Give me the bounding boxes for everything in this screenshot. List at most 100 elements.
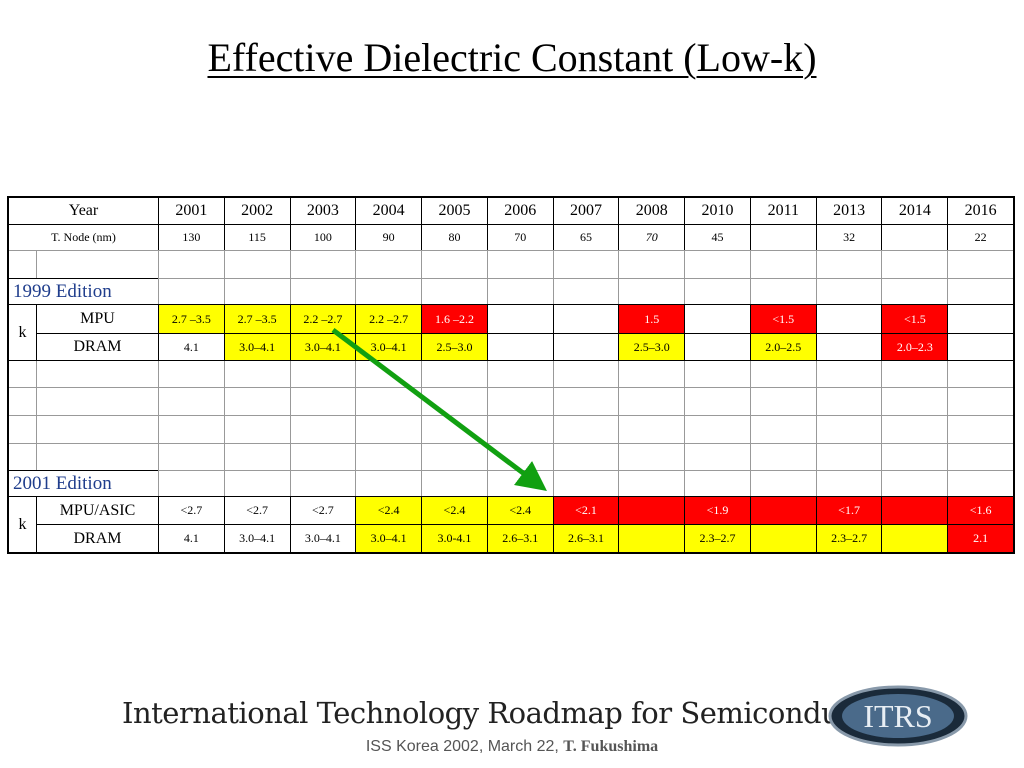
empty-cell (8, 415, 37, 444)
footer-credit: ISS Korea 2002, March 22, T. Fukushima (0, 738, 1024, 756)
empty-cell (223, 278, 291, 305)
author: T. Fukushima (563, 738, 659, 755)
year-header: 2007 (552, 197, 620, 225)
empty-cell (684, 470, 751, 497)
empty-cell (486, 387, 554, 416)
empty-cell (289, 250, 357, 279)
year-header: 2013 (815, 197, 883, 225)
empty-cell (947, 387, 1014, 416)
empty-cell (947, 360, 1014, 388)
node-cell: 70 (486, 224, 554, 251)
year-header: 2004 (355, 197, 423, 225)
empty-cell (552, 250, 620, 279)
node-cell: 22 (947, 224, 1014, 251)
empty-cell (881, 278, 949, 305)
value-cell (618, 496, 686, 525)
value-cell: 3.0–4.1 (223, 333, 291, 361)
value-cell: 2.5–3.0 (618, 333, 686, 361)
value-cell: <1.5 (749, 304, 817, 334)
value-cell: <2.4 (486, 496, 554, 525)
header-label: Year (8, 197, 159, 225)
year-header: 2001 (158, 197, 225, 225)
empty-cell (421, 387, 488, 416)
node-cell: 80 (421, 224, 488, 251)
empty-cell (486, 278, 554, 305)
empty-cell (618, 415, 686, 444)
year-header: 2003 (289, 197, 357, 225)
empty-cell (36, 250, 159, 279)
empty-cell (684, 443, 751, 471)
empty-cell (749, 415, 817, 444)
empty-cell (815, 250, 883, 279)
empty-cell (158, 415, 225, 444)
empty-cell (881, 250, 949, 279)
empty-cell (684, 360, 751, 388)
node-cell (881, 224, 949, 251)
year-header: 2010 (684, 197, 751, 225)
empty-cell (749, 250, 817, 279)
value-cell: 2.3–2.7 (684, 524, 751, 553)
value-cell (684, 304, 751, 334)
value-cell: <1.5 (881, 304, 949, 334)
value-cell (486, 304, 554, 334)
value-cell: 1.6 –2.2 (421, 304, 488, 334)
empty-cell (815, 470, 883, 497)
empty-cell (618, 387, 686, 416)
empty-cell (355, 278, 423, 305)
empty-cell (289, 360, 357, 388)
empty-cell (223, 387, 291, 416)
value-cell: 2.0–2.5 (749, 333, 817, 361)
empty-cell (223, 360, 291, 388)
empty-cell (486, 470, 554, 497)
value-cell (618, 524, 686, 553)
value-cell: 3.0-4.1 (421, 524, 488, 553)
organization-name: International Technology Roadmap for Sem… (122, 696, 911, 730)
value-cell: <2.7 (223, 496, 291, 525)
value-cell: 4.1 (158, 524, 225, 553)
value-cell (749, 524, 817, 553)
empty-cell (815, 443, 883, 471)
value-cell: <2.4 (421, 496, 488, 525)
empty-cell (36, 415, 159, 444)
empty-cell (684, 278, 751, 305)
empty-cell (749, 278, 817, 305)
empty-cell (947, 415, 1014, 444)
year-header: 2005 (421, 197, 488, 225)
empty-cell (684, 250, 751, 279)
empty-cell (355, 360, 423, 388)
row-label: MPU/ASIC (36, 496, 159, 525)
empty-cell (355, 387, 423, 416)
empty-cell (36, 360, 159, 388)
node-label: T. Node (nm) (8, 224, 159, 251)
edition-label: 2001 Edition (8, 470, 159, 497)
empty-cell (552, 415, 620, 444)
empty-cell (618, 278, 686, 305)
value-cell (552, 304, 620, 334)
value-cell: 3.0–4.1 (289, 524, 357, 553)
node-cell (749, 224, 817, 251)
node-cell: 115 (223, 224, 291, 251)
empty-cell (618, 443, 686, 471)
empty-cell (223, 415, 291, 444)
empty-cell (749, 470, 817, 497)
empty-cell (947, 250, 1014, 279)
edition-label: 1999 Edition (8, 278, 159, 305)
empty-cell (881, 387, 949, 416)
value-cell: 2.1 (947, 524, 1014, 553)
empty-cell (815, 360, 883, 388)
empty-cell (552, 387, 620, 416)
value-cell: <2.1 (552, 496, 620, 525)
empty-cell (618, 250, 686, 279)
empty-cell (749, 387, 817, 416)
value-cell: 3.0–4.1 (355, 524, 423, 553)
empty-cell (486, 443, 554, 471)
empty-cell (355, 250, 423, 279)
empty-cell (355, 443, 423, 471)
value-cell: <1.6 (947, 496, 1014, 525)
empty-cell (158, 387, 225, 416)
value-cell: <2.7 (158, 496, 225, 525)
node-cell: 32 (815, 224, 883, 251)
year-header: 2016 (947, 197, 1014, 225)
